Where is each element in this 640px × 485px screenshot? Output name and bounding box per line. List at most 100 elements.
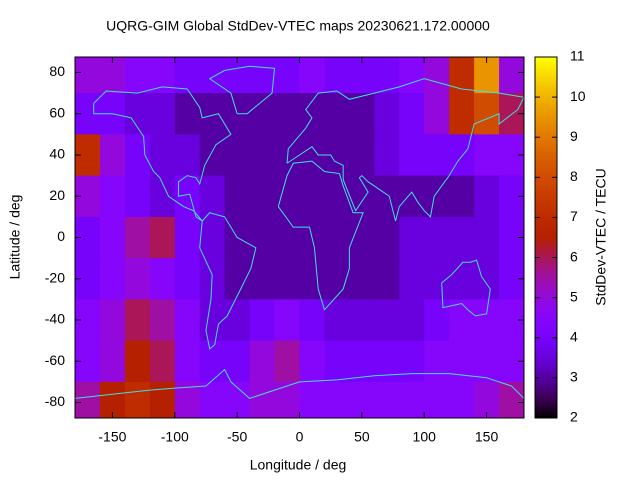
heatmap-cell	[424, 299, 450, 342]
heatmap-cell	[324, 93, 350, 135]
y-tick-label: 20	[49, 187, 65, 203]
heatmap-cell	[474, 93, 500, 135]
y-tick-label: -60	[45, 352, 65, 368]
heatmap-cell	[274, 299, 300, 342]
heatmap-cell	[199, 299, 226, 342]
y-tick-label: 80	[49, 63, 65, 79]
heatmap-cell	[149, 258, 176, 300]
heatmap-cell	[224, 340, 251, 383]
heatmap-cell	[299, 57, 325, 94]
colorbar-label: StdDev-VTEC / TECU	[593, 168, 609, 305]
coastline	[441, 259, 491, 317]
heatmap-cell	[249, 258, 276, 300]
heatmap-cell	[374, 258, 400, 300]
heatmap-cell	[274, 340, 300, 383]
colorbar-tick-label: 11	[570, 48, 585, 64]
heatmap-cell	[374, 93, 400, 135]
heatmap-cell	[449, 381, 475, 418]
heatmap-cell	[199, 216, 226, 259]
heatmap-cell	[299, 340, 325, 383]
heatmap-cell	[274, 216, 300, 259]
heatmap-cell	[99, 299, 126, 342]
heatmap-cell	[124, 216, 151, 259]
heatmap-cell	[299, 258, 325, 300]
heatmap-cell	[124, 175, 151, 218]
heatmap-cell	[324, 216, 350, 259]
heatmap-cell	[424, 381, 450, 418]
heatmap-cell	[349, 381, 375, 418]
heatmap-cell	[399, 175, 425, 218]
heatmap-cell	[249, 381, 276, 418]
heatmap-cell	[324, 57, 350, 94]
heatmap-cell	[174, 134, 201, 177]
heatmap-cell	[324, 381, 350, 418]
heatmap-cell	[474, 299, 500, 342]
heatmap-cell	[174, 258, 201, 300]
heatmap-cell	[399, 299, 425, 342]
colorbar-tick-label: 6	[570, 248, 578, 264]
y-tick-label: 0	[57, 228, 65, 244]
heatmap-cell	[424, 134, 450, 177]
heatmap-cell	[224, 57, 251, 94]
heatmap-cell	[474, 381, 500, 418]
heatmap-cell	[149, 134, 176, 177]
coastline	[75, 368, 524, 399]
heatmap-cell	[449, 258, 475, 300]
heatmap-cell	[299, 381, 325, 418]
y-axis-label: Latitude / deg	[7, 195, 23, 280]
heatmap-cell	[249, 340, 276, 383]
heatmap-cell	[99, 175, 126, 218]
heatmap-cell	[249, 216, 276, 259]
heatmap-cell	[299, 175, 325, 218]
heatmap-cell	[299, 93, 325, 135]
heatmap-cell	[424, 258, 450, 300]
heatmap-cell	[199, 93, 226, 135]
x-tick-label: 0	[296, 429, 304, 445]
heatmap-cell	[274, 258, 300, 300]
heatmap-cell	[424, 93, 450, 135]
heatmap-cell	[424, 216, 450, 259]
heatmap-cell	[249, 57, 276, 94]
heatmap-cell	[99, 258, 126, 300]
heatmap-cell	[124, 93, 151, 135]
heatmap-cell	[124, 258, 151, 300]
x-axis-label: Longitude / deg	[250, 457, 347, 473]
y-tick-label: -20	[45, 269, 65, 285]
heatmap-cell	[424, 340, 450, 383]
heatmap	[75, 57, 524, 418]
heatmap-cell	[99, 57, 126, 94]
coastline	[277, 160, 364, 311]
heatmap-cell	[99, 134, 126, 177]
heatmap-cell	[174, 57, 201, 94]
heatmap-cell	[149, 299, 176, 342]
colorbar-tick-label: 4	[570, 328, 578, 344]
y-tick-label: -40	[45, 311, 65, 327]
heatmap-cell	[324, 340, 350, 383]
colorbar-tick-label: 5	[570, 288, 578, 304]
heatmap-cell	[249, 175, 276, 218]
heatmap-cell	[449, 299, 475, 342]
heatmap-cell	[124, 57, 151, 94]
x-tick-label: -150	[98, 429, 126, 445]
heatmap-cell	[324, 175, 350, 218]
heatmap-cell	[349, 134, 375, 177]
y-tick-label: 40	[49, 146, 65, 162]
heatmap-cell	[374, 175, 400, 218]
heatmap-cell	[124, 299, 151, 342]
heatmap-cell	[75, 57, 101, 94]
x-tick-label: 50	[354, 429, 370, 445]
heatmap-cell	[399, 381, 425, 418]
heatmap-cell	[324, 299, 350, 342]
heatmap-cell	[274, 175, 300, 218]
heatmap-cell	[324, 258, 350, 300]
coastline	[93, 86, 232, 222]
heatmap-cell	[374, 134, 400, 177]
heatmap-cell	[249, 134, 276, 177]
heatmap-cell	[274, 381, 300, 418]
y-tick-label: -80	[45, 393, 65, 409]
heatmap-cell	[499, 57, 524, 94]
heatmap-cell	[224, 134, 251, 177]
heatmap-cell	[449, 216, 475, 259]
heatmap-cell	[349, 93, 375, 135]
